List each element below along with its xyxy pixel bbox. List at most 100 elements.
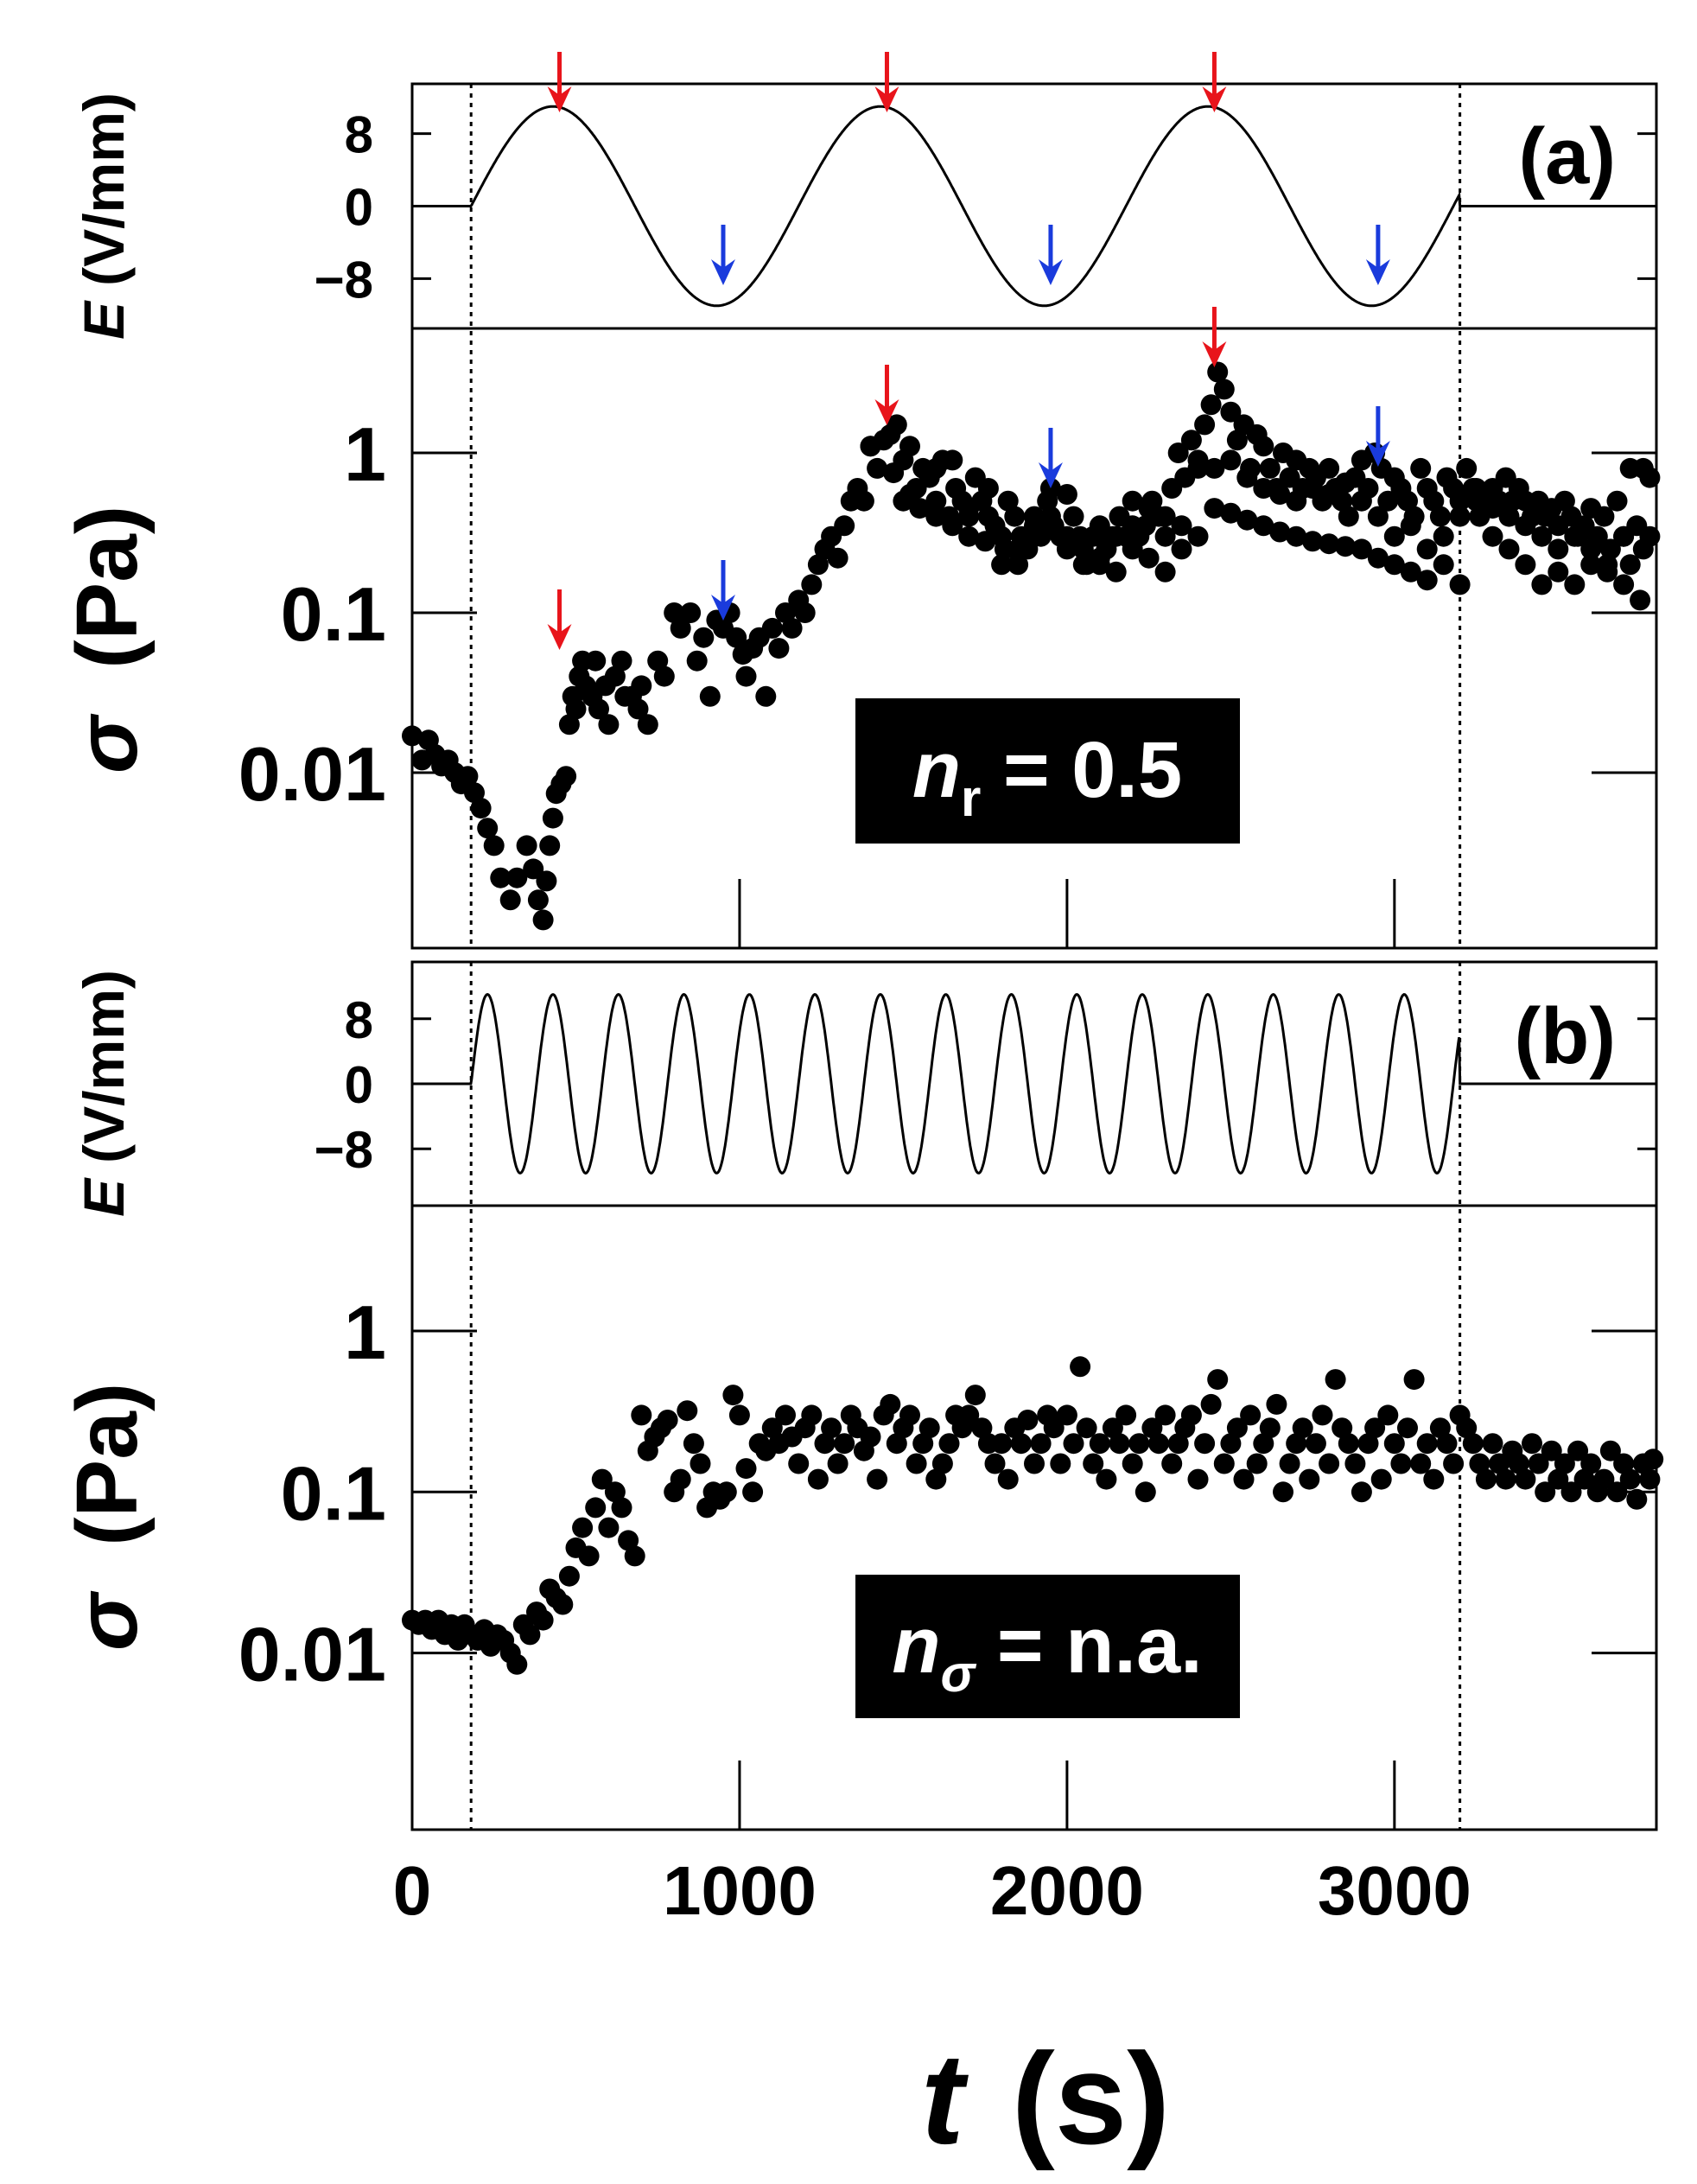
data-point	[1171, 538, 1192, 560]
data-point	[1204, 457, 1225, 479]
data-point	[1613, 1453, 1635, 1474]
data-point	[1007, 538, 1029, 560]
data-point	[997, 490, 1019, 512]
data-point	[1482, 1433, 1503, 1455]
data-point	[1429, 1417, 1451, 1439]
label-box-a-text: nr = 0.5	[912, 726, 1182, 827]
data-point	[1050, 1453, 1071, 1474]
data-point	[1338, 506, 1359, 527]
data-point	[1367, 547, 1389, 569]
data-point	[801, 1404, 823, 1426]
ylabel-stress-b: σ(Pa)	[59, 1383, 156, 1651]
data-point	[699, 685, 721, 707]
x-tick-label-0: 0	[393, 1852, 432, 1929]
data-point	[761, 1417, 783, 1439]
data-point	[1403, 1369, 1425, 1391]
data-point	[1630, 589, 1651, 611]
data-point	[1200, 394, 1222, 416]
data-point	[899, 1404, 920, 1426]
data-point	[1436, 1433, 1458, 1455]
data-point	[1056, 525, 1077, 547]
data-point	[938, 1433, 960, 1455]
axis-ticks: 8 0 −8 8 0 −8 1 0.1 0.01 1 0.1 0.01 0 1000 2000 3000	[238, 106, 1656, 1929]
data-point	[728, 1404, 750, 1426]
data-point	[1286, 525, 1307, 547]
data-point	[958, 525, 980, 547]
data-point	[1597, 554, 1618, 576]
data-point	[1253, 1433, 1274, 1455]
data-point	[1580, 538, 1602, 560]
data-point	[519, 1624, 541, 1646]
data-point	[886, 414, 907, 436]
data-point	[1017, 1410, 1039, 1430]
data-point	[1423, 490, 1445, 512]
data-point	[1240, 1404, 1262, 1426]
data-point	[1072, 538, 1094, 560]
data-point	[726, 627, 747, 648]
data-point	[958, 498, 980, 519]
data-point	[677, 1400, 698, 1422]
red-arrow-top-1-head	[874, 86, 899, 112]
data-point	[1325, 1369, 1346, 1391]
data-point	[1423, 1468, 1445, 1490]
data-point	[860, 1426, 881, 1448]
data-point	[506, 867, 528, 888]
data-point	[1167, 443, 1189, 463]
data-point	[1089, 1433, 1110, 1455]
data-point	[1204, 498, 1225, 519]
data-point	[506, 1653, 528, 1675]
data-point	[1400, 515, 1421, 537]
field-tick-label-a-0: 8	[345, 106, 373, 164]
data-point	[1063, 1433, 1084, 1455]
data-point	[1416, 1433, 1438, 1455]
blue-arrow-stress-1-head	[1038, 462, 1063, 488]
data-point	[1128, 1433, 1150, 1455]
data-point	[1593, 506, 1615, 527]
data-point	[565, 698, 587, 720]
data-point	[821, 1417, 842, 1439]
data-point	[834, 515, 855, 537]
data-point	[735, 1458, 757, 1480]
data-point	[1259, 1417, 1281, 1439]
data-point	[925, 1468, 947, 1490]
data-point	[1226, 1417, 1248, 1439]
data-point	[1606, 1481, 1628, 1503]
data-point	[775, 1404, 796, 1426]
data-point	[912, 1433, 934, 1455]
data-point	[1465, 490, 1487, 512]
data-point	[1522, 1433, 1542, 1455]
data-point	[1302, 531, 1324, 552]
data-point	[1187, 1468, 1209, 1490]
data-point	[1449, 574, 1471, 595]
data-point	[1056, 484, 1077, 505]
data-point	[1335, 472, 1356, 493]
field-tick-label-a-1: 0	[345, 179, 373, 237]
data-point	[1593, 1468, 1615, 1490]
data-point	[834, 1433, 855, 1455]
data-point	[899, 436, 920, 457]
data-point	[1319, 1453, 1340, 1474]
red-arrow-stress-1-head	[874, 399, 899, 425]
data-point	[693, 627, 715, 648]
data-point	[1599, 1440, 1621, 1461]
data-point	[624, 1545, 645, 1567]
stress-tick-label-a-2: 0.01	[238, 731, 386, 817]
data-point	[1089, 554, 1110, 576]
data-point	[1213, 379, 1235, 400]
data-point	[539, 835, 561, 856]
data-point	[991, 554, 1013, 576]
data-point	[1236, 509, 1258, 531]
data-point	[886, 1433, 907, 1455]
data-point	[1312, 1404, 1333, 1426]
stress-tick-label-a-1: 0.1	[281, 571, 386, 657]
data-point	[880, 1393, 901, 1415]
data-point	[680, 602, 702, 623]
data-point	[827, 1453, 848, 1474]
panel-tag-b: (b)	[1515, 992, 1616, 1080]
data-point	[925, 457, 947, 479]
data-point	[1606, 490, 1628, 512]
data-point	[1154, 506, 1176, 527]
data-point	[1535, 1481, 1556, 1503]
label-box-a	[855, 698, 1240, 844]
